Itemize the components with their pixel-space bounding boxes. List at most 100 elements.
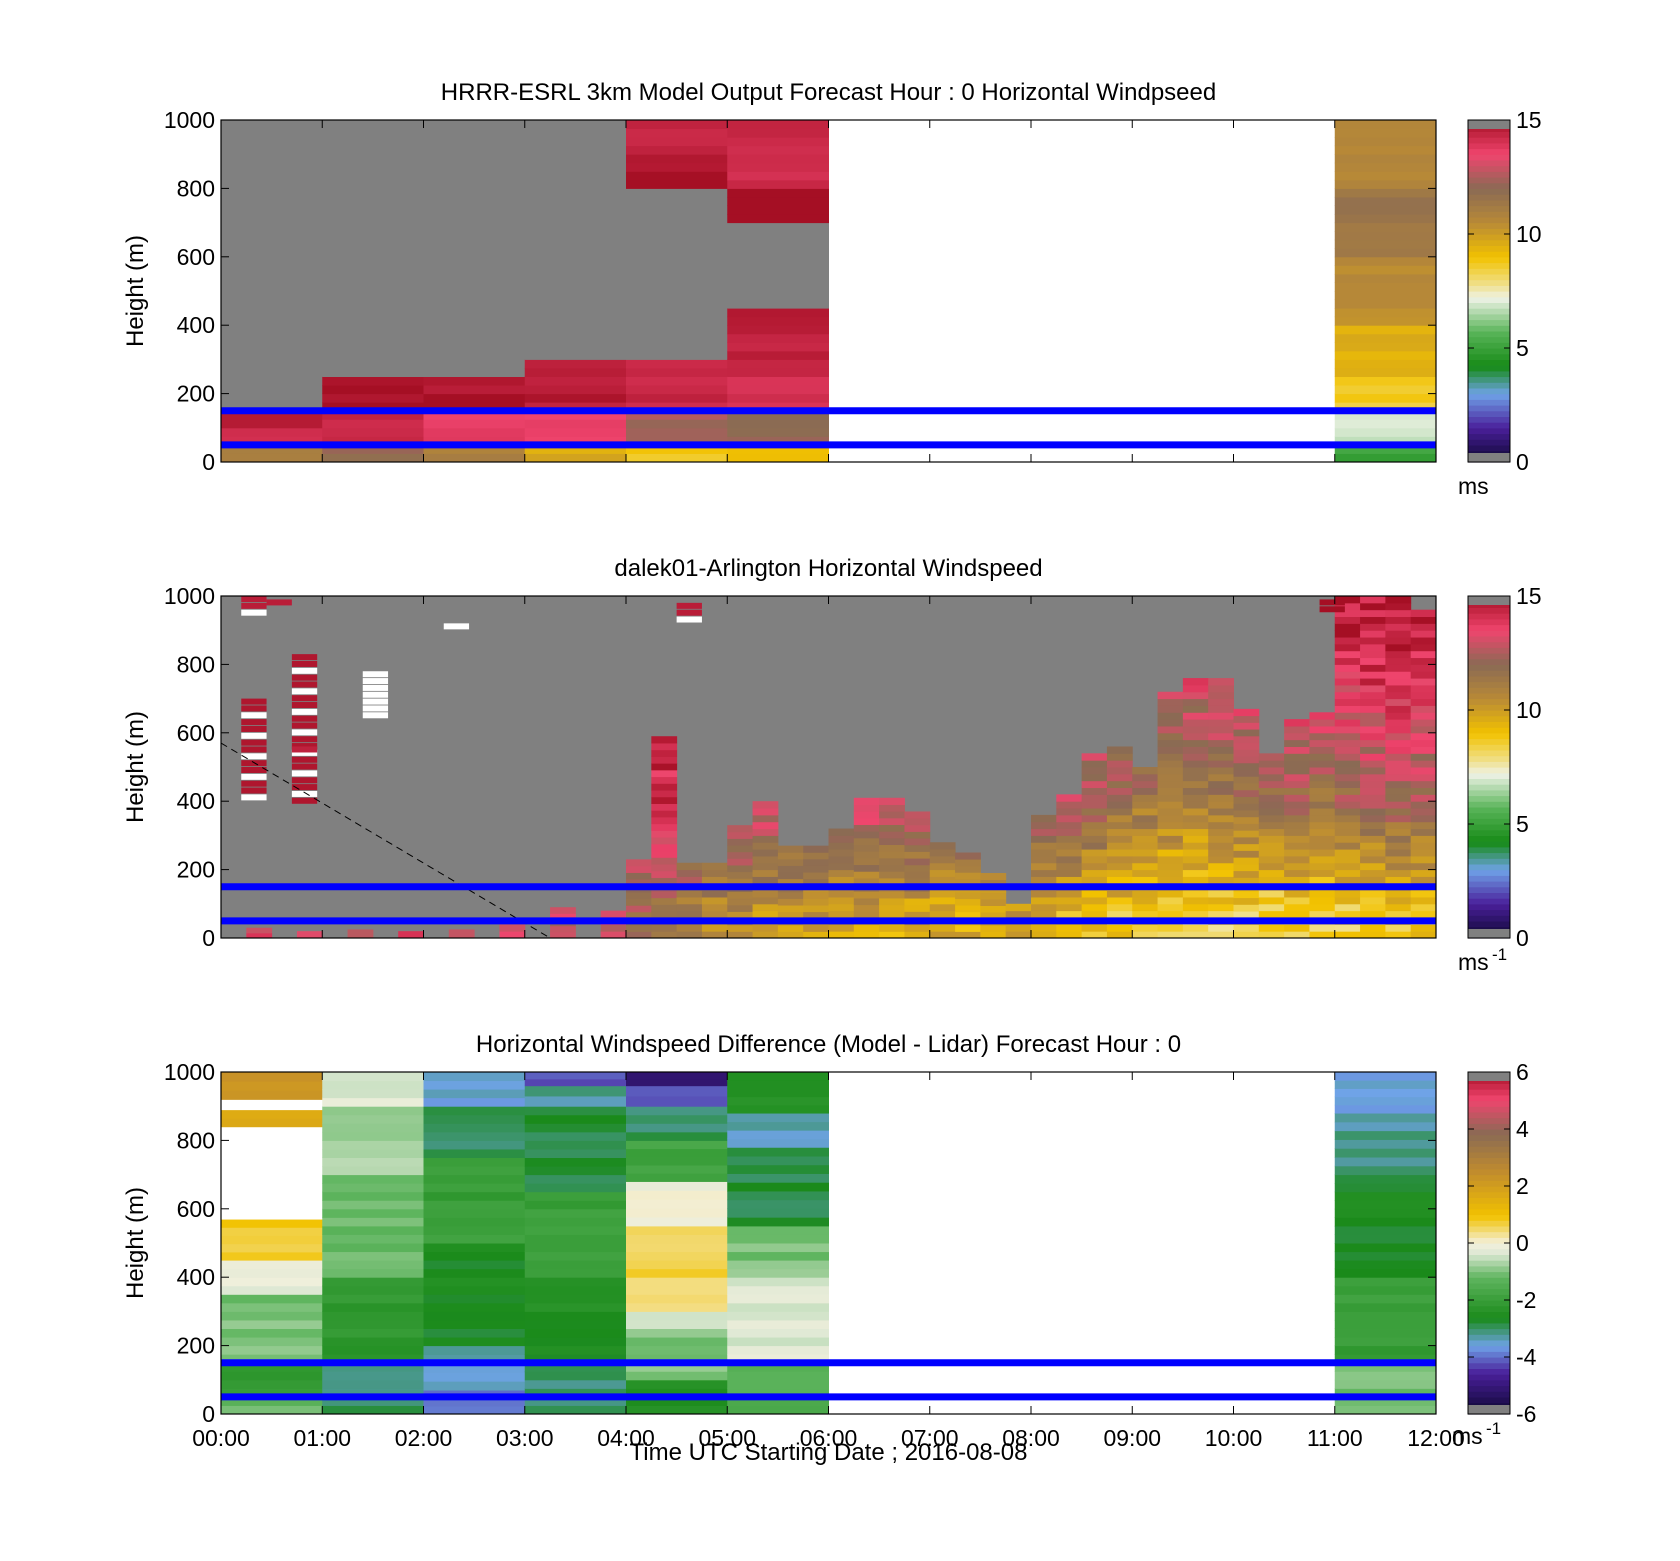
heatmap-cell	[626, 1311, 728, 1321]
heatmap-cell	[524, 205, 627, 215]
y-axis-label: Height (m)	[122, 235, 149, 347]
colorbar-tick-label: 0	[1516, 449, 1529, 475]
colorbar-swatch	[1468, 664, 1510, 671]
colorbar-cap	[1468, 453, 1510, 462]
heatmap-cell	[727, 1147, 829, 1157]
heatmap-cell	[1360, 910, 1386, 918]
heatmap-cell	[1334, 128, 1437, 138]
heatmap-cell	[727, 120, 829, 130]
heatmap-cell	[1081, 787, 1108, 795]
heatmap-cell	[626, 1405, 728, 1415]
heatmap-cell	[803, 898, 829, 906]
heatmap-cell	[626, 905, 652, 913]
heatmap-cell	[1106, 849, 1133, 857]
colorbar-cap	[1468, 120, 1510, 129]
x-tick-label: 12:00	[1407, 1425, 1465, 1451]
heatmap-cell	[1385, 910, 1412, 918]
sparse-return	[241, 596, 267, 602]
heatmap-cell	[1334, 1243, 1437, 1253]
heatmap-cell	[904, 824, 931, 832]
heatmap-cell	[626, 154, 728, 164]
heatmap-cell	[1233, 742, 1260, 750]
heatmap-cell	[1334, 842, 1361, 850]
panel-title: HRRR-ESRL 3km Model Output Forecast Hour…	[441, 79, 1216, 106]
colorbar-swatch	[1468, 427, 1510, 435]
colorbar-swatch	[1468, 1294, 1510, 1301]
heatmap-cell	[727, 1354, 829, 1364]
heatmap-cell	[1132, 773, 1159, 782]
heatmap-cell	[1334, 222, 1437, 232]
heatmap-cell	[1360, 643, 1386, 652]
heatmap-cell	[1360, 664, 1386, 672]
colorbar-swatch	[1468, 1317, 1510, 1324]
heatmap-cell	[727, 1072, 829, 1081]
heatmap-cell	[1334, 291, 1437, 301]
colorbar-swatch	[1468, 613, 1510, 620]
colorbar-swatch	[1468, 789, 1510, 797]
heatmap-cell	[727, 1155, 829, 1166]
heatmap-cell	[727, 333, 829, 343]
heatmap-cell	[221, 128, 323, 138]
heatmap-cell	[1106, 801, 1133, 809]
x-tick-label: 09:00	[1103, 1425, 1161, 1451]
heatmap-cell	[1334, 1165, 1437, 1176]
y-tick-label: 600	[177, 720, 215, 746]
heatmap-cell	[1334, 609, 1361, 618]
heatmap-cell	[423, 427, 526, 437]
heatmap-cell	[221, 299, 323, 309]
heatmap-cell	[626, 872, 652, 880]
heatmap-cell	[727, 196, 829, 206]
colorbar-swatch	[1468, 920, 1510, 928]
heatmap-cell	[1233, 931, 1260, 939]
sparse-return	[291, 708, 318, 715]
sparse-return	[291, 763, 318, 770]
heatmap-cell	[1106, 780, 1133, 789]
heatmap-cell	[1334, 876, 1361, 884]
colorbar-unit: ms	[1458, 949, 1489, 975]
heatmap-cell	[1208, 684, 1234, 693]
heatmap-cell	[524, 154, 627, 164]
heatmap-cell	[322, 1243, 424, 1253]
heatmap-cell	[1334, 342, 1437, 352]
heatmap-cell	[1410, 814, 1437, 823]
heatmap-cell	[1309, 801, 1336, 809]
colorbar-swatch	[1468, 1157, 1510, 1164]
heatmap-cell	[1182, 821, 1209, 830]
heatmap-cell	[524, 444, 627, 454]
colorbar-tick-label: 10	[1516, 697, 1542, 723]
colorbar-swatch	[1468, 846, 1510, 854]
heatmap-cell	[1081, 801, 1108, 809]
colorbar-swatch	[1468, 875, 1510, 882]
heatmap-cell	[1410, 684, 1437, 693]
heatmap-cell	[1106, 869, 1133, 877]
heatmap-cell	[322, 196, 424, 206]
heatmap-cell	[524, 128, 627, 138]
heatmap-cell	[727, 871, 754, 879]
heatmap-cell	[879, 844, 905, 852]
heatmap-cell	[1106, 910, 1133, 918]
heatmap-cell	[727, 825, 754, 833]
heatmap-cell	[1334, 643, 1361, 652]
heatmap-cell	[1334, 1080, 1437, 1089]
heatmap-cell	[1081, 876, 1108, 884]
heatmap-cell	[524, 376, 627, 386]
heatmap-cell	[423, 1345, 526, 1355]
heatmap-cell	[1410, 828, 1437, 836]
heatmap-cell	[1233, 722, 1260, 730]
heatmap-cell	[1182, 903, 1209, 912]
heatmap-cell	[1309, 794, 1336, 802]
heatmap-cell	[1410, 876, 1437, 884]
heatmap-cell	[1334, 801, 1361, 809]
heatmap-cell	[1132, 787, 1159, 795]
heatmap-cell	[322, 231, 424, 241]
colorbar-swatch	[1468, 159, 1510, 167]
heatmap-cell	[929, 890, 956, 898]
y-tick-label: 200	[177, 1333, 215, 1359]
colorbar-swatch	[1468, 635, 1510, 643]
heatmap-cell	[398, 931, 424, 939]
heatmap-cell	[1233, 782, 1260, 791]
heatmap-cell	[727, 1396, 829, 1406]
heatmap-cell	[1385, 691, 1412, 700]
heatmap-cell	[1132, 801, 1159, 809]
heatmap-cell	[221, 1328, 323, 1338]
